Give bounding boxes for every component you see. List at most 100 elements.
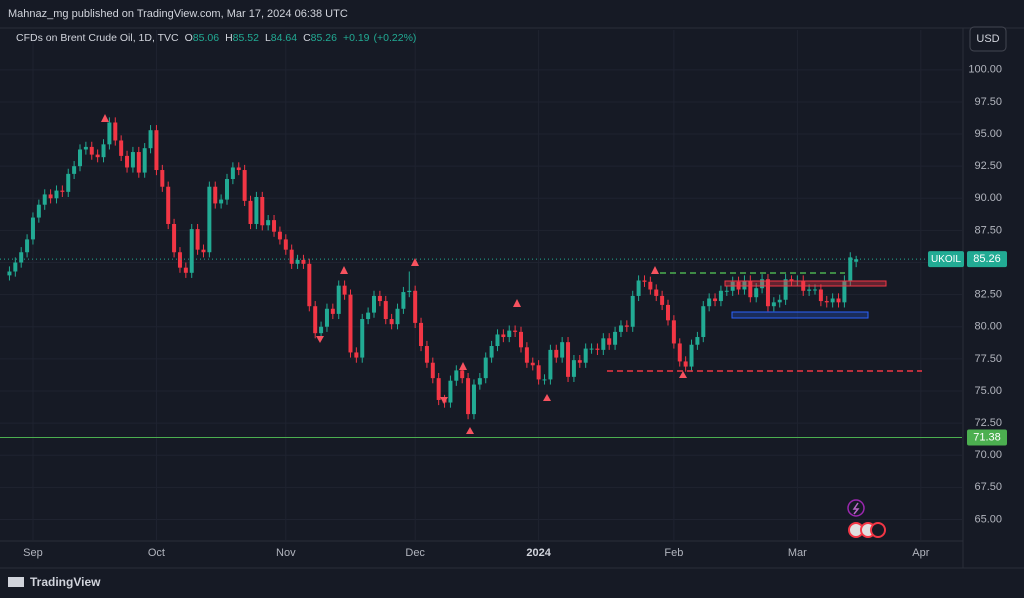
candle-body (154, 130, 159, 171)
candle-body (477, 378, 482, 385)
symbol-tag: UKOIL (931, 254, 961, 265)
candle-body (542, 379, 547, 381)
y-tick-label: 82.50 (974, 289, 1002, 301)
candle-body (330, 308, 335, 314)
y-tick-label: 75.00 (974, 385, 1002, 397)
y-tick-label: 97.50 (974, 96, 1002, 108)
pivot-high (101, 114, 109, 122)
y-tick-label: 72.50 (974, 417, 1002, 429)
candle-body (277, 231, 282, 240)
candle-body (836, 298, 841, 303)
legend-item: 84.64 (271, 32, 297, 44)
y-tick-label: 77.50 (974, 353, 1002, 365)
candle-body (754, 288, 759, 298)
y-tick-label: 95.00 (974, 128, 1002, 140)
candle-body (454, 370, 459, 381)
candle-body (389, 319, 394, 325)
candle-body (460, 370, 465, 379)
pivot-high (513, 299, 521, 307)
legend-item: 85.26 (311, 32, 337, 44)
candle-body (142, 148, 147, 173)
candle-body (148, 130, 153, 149)
y-tick-label: 87.50 (974, 224, 1002, 236)
candle-body (107, 122, 112, 145)
candle-body (419, 322, 424, 347)
candle-body (260, 197, 265, 226)
candle-body (748, 280, 753, 298)
candle-body (448, 380, 453, 403)
candle-body (377, 295, 382, 302)
currency-button[interactable] (969, 26, 1007, 52)
candle-body (571, 360, 576, 377)
y-tick-label: 80.00 (974, 321, 1002, 333)
candle-body (324, 308, 329, 327)
candle-body (242, 170, 247, 201)
candle-body (554, 349, 559, 358)
pivot-high (459, 362, 467, 370)
candle-body (283, 239, 288, 250)
event-icon[interactable] (847, 499, 865, 517)
candle-body (483, 357, 488, 379)
candle-body (613, 331, 618, 345)
candle-body (372, 295, 376, 313)
candle-body (519, 331, 523, 348)
candle-body (113, 122, 118, 141)
candle-body (689, 344, 694, 367)
price-label-bg (967, 429, 1007, 446)
candle-body (818, 289, 823, 302)
candle-body (789, 279, 794, 281)
candle-body (683, 361, 688, 367)
candle-body (430, 362, 435, 379)
y-tick-label: 92.50 (974, 160, 1002, 172)
candle-body (166, 186, 171, 224)
last-price-bg (967, 251, 1007, 268)
footer-logo (8, 577, 24, 587)
x-tick-label: Feb (664, 547, 683, 559)
candle-body (89, 146, 94, 155)
candle-body (307, 263, 312, 307)
candle-body (548, 349, 553, 380)
economic-event[interactable] (870, 522, 886, 538)
currency: USD (976, 33, 999, 45)
price-label: 71.38 (973, 431, 1001, 443)
x-tick-label: 2024 (526, 547, 551, 559)
candle-body (413, 290, 418, 323)
y-tick-label: 100.00 (968, 64, 1002, 76)
y-tick-label: 70.00 (974, 449, 1002, 461)
candle-body (501, 334, 506, 338)
candle-body (125, 155, 130, 168)
pivot-low (440, 397, 448, 404)
legend-item: C (303, 32, 311, 44)
candle-body (607, 338, 612, 345)
candle-body (60, 190, 65, 192)
candle-body (530, 362, 535, 366)
candle-body (642, 280, 647, 282)
candle-body (654, 289, 659, 296)
candle-body (360, 319, 365, 358)
candle-body (636, 280, 641, 296)
candle-body (7, 271, 12, 276)
candle-body (207, 186, 212, 253)
candle-body (201, 249, 206, 253)
pivot-low (543, 394, 551, 401)
candle-body (760, 279, 765, 289)
candle-body (83, 146, 88, 150)
candle-body (495, 334, 500, 347)
candle-body (48, 194, 53, 199)
candle-body (701, 306, 706, 338)
candle-body (724, 290, 729, 292)
legend-item: 85.52 (233, 32, 259, 44)
candle-body (19, 252, 24, 263)
candle-body (172, 223, 177, 253)
legend-item: 85.06 (193, 32, 219, 44)
candle-body (513, 330, 518, 332)
footer: TradingView (30, 575, 101, 589)
candle-body (95, 154, 100, 158)
candle-body (489, 346, 494, 358)
candle-body (54, 190, 59, 199)
header: Mahnaz_mg published on TradingView.com, … (8, 8, 348, 20)
candle-body (354, 352, 359, 358)
candle-body (72, 166, 77, 174)
candle-body (183, 267, 188, 273)
